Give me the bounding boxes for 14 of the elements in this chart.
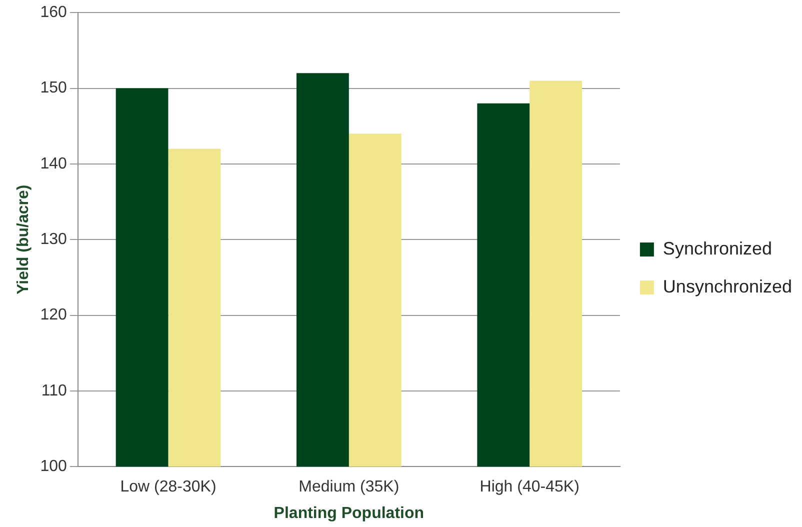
y-tick-label: 140 [40, 155, 67, 172]
y-tick-label: 160 [40, 4, 67, 22]
x-axis-title: Planting Population [274, 504, 424, 522]
x-tick-label: High (40-45K) [480, 478, 580, 496]
y-tick-label: 130 [40, 231, 67, 248]
x-tick-label: Low (28-30K) [120, 478, 216, 496]
legend-label: Synchronized [662, 238, 772, 258]
x-tick-label: Medium (35K) [298, 478, 400, 496]
y-axis-title: Yield (bu/acre) [15, 184, 32, 294]
y-tick-label: 150 [40, 80, 67, 97]
y-tick-label: 100 [40, 458, 67, 476]
legend-label: Unsynchronized [662, 276, 792, 296]
y-tick-label: 110 [41, 382, 67, 400]
y-tick-label: 120 [40, 306, 67, 324]
